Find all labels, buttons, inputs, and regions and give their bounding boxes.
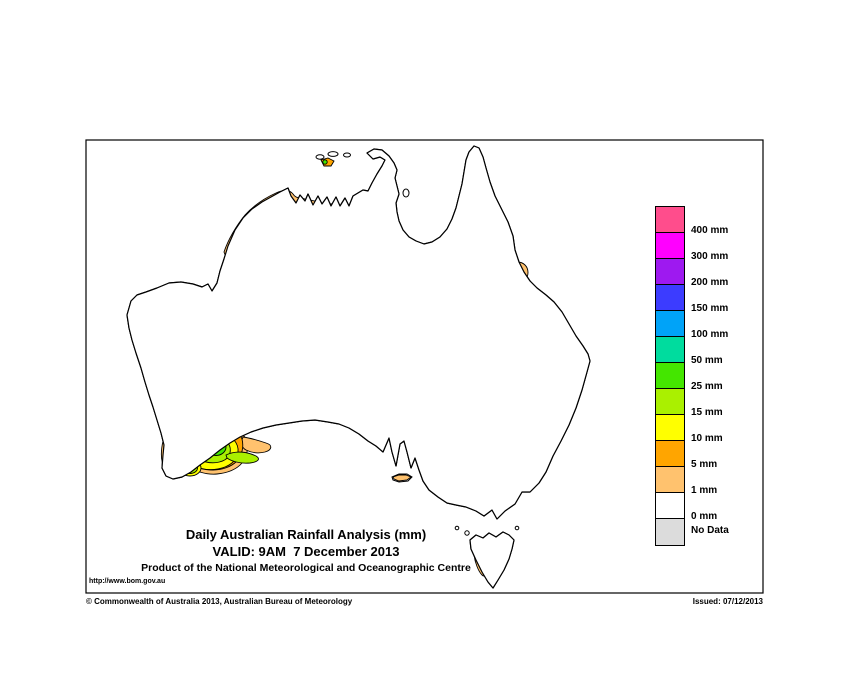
sw-coastal-15mm — [225, 451, 259, 464]
legend-swatch-300-mm — [655, 232, 685, 260]
melville-island — [327, 151, 339, 157]
legend-swatch-200-mm — [655, 258, 685, 286]
legend-label-150-mm: 150 mm — [691, 303, 729, 314]
legend-label-0-mm: 0 mm — [691, 511, 718, 522]
legend-swatch-150-mm — [655, 284, 685, 312]
product-attribution: Product of the National Meteorological a… — [141, 562, 471, 574]
legend-label-5-mm: 5 mm — [691, 459, 718, 470]
legend-label-1-mm: 1 mm — [691, 485, 718, 496]
legend-label-400-mm: 400 mm — [691, 225, 729, 236]
croker-island — [343, 152, 351, 158]
legend-swatch-400-mm — [655, 206, 685, 234]
legend-label-no-data: No Data — [691, 525, 729, 536]
legend-swatch-100-mm — [655, 310, 685, 338]
groote-eylandt — [402, 188, 410, 198]
legend-label-25-mm: 25 mm — [691, 381, 723, 392]
legend-label-200-mm: 200 mm — [691, 277, 729, 288]
kangaroo-island-1mm — [392, 474, 412, 482]
legend-swatch-5-mm — [655, 440, 685, 468]
contour-1mm-south-arm — [241, 436, 272, 454]
valid-time-label: VALID: 9AM 7 December 2013 — [212, 544, 400, 559]
legend-swatch-no-data — [655, 518, 685, 546]
map-frame — [85, 139, 764, 594]
coastline-overlay — [126, 145, 591, 589]
legend-swatch-15-mm — [655, 388, 685, 416]
flinders-island — [514, 525, 520, 531]
legend-swatch-25-mm — [655, 362, 685, 390]
legend-label-100-mm: 100 mm — [691, 329, 729, 340]
legend-swatch-0-mm — [655, 492, 685, 520]
legend-label-10-mm: 10 mm — [691, 433, 723, 444]
legend-swatch-1-mm — [655, 466, 685, 494]
issued-date: Issued: 07/12/2013 — [692, 597, 763, 606]
hunter-island — [464, 530, 470, 536]
legend-swatch-50-mm — [655, 336, 685, 364]
darwin-speck-25mm — [322, 159, 328, 165]
copyright-notice: © Commonwealth of Australia 2013, Austra… — [86, 597, 353, 606]
tiwi-island — [315, 154, 325, 160]
legend-label-300-mm: 300 mm — [691, 251, 729, 262]
king-island — [454, 525, 460, 531]
legend-label-50-mm: 50 mm — [691, 355, 723, 366]
bom-url-watermark: http://www.bom.gov.au — [89, 578, 166, 585]
legend-swatch-10-mm — [655, 414, 685, 442]
legend-label-15-mm: 15 mm — [691, 407, 723, 418]
map-title: Daily Australian Rainfall Analysis (mm) — [185, 527, 427, 542]
